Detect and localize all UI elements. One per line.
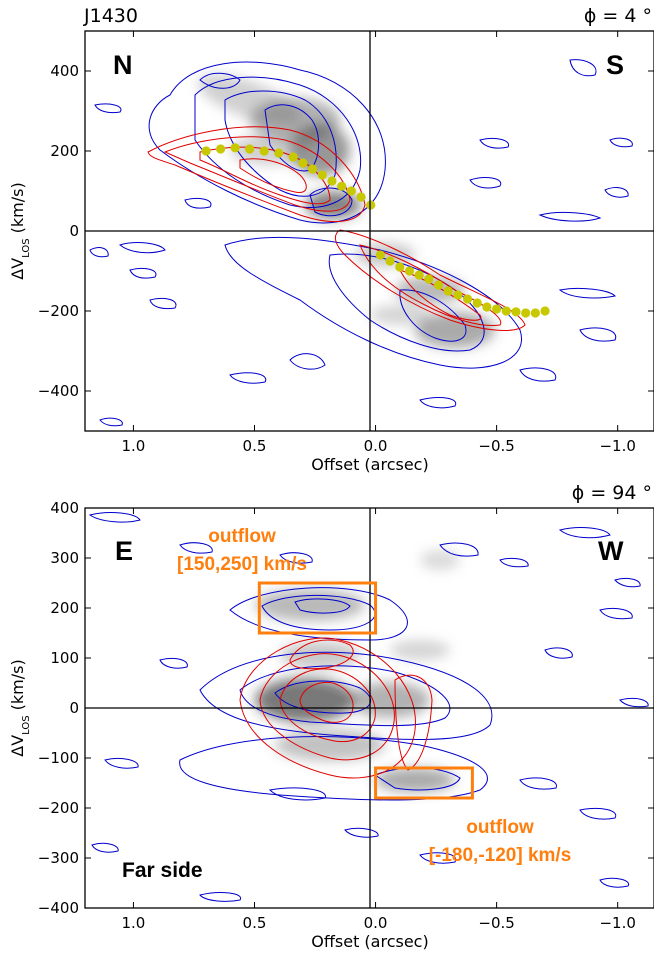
track-point — [482, 302, 492, 312]
track-point — [492, 304, 502, 314]
outflow-box-low — [374, 766, 474, 800]
outflow-high-label-line2: [150,250] km/s — [177, 554, 307, 575]
panel-top-x-tick-label: −0.5 — [478, 437, 514, 455]
panel-top-y-axis-subscript: LOS — [21, 238, 32, 257]
panel-bottom-corner-left: E — [115, 536, 133, 566]
panel-bottom-corner-right: W — [598, 536, 624, 566]
track-point — [298, 158, 308, 168]
panel-bottom-emission — [255, 550, 460, 792]
panel-bottom-y-tick-label: −200 — [38, 799, 79, 817]
track-point — [308, 164, 318, 174]
panel-top-emission — [197, 74, 495, 348]
track-point — [215, 144, 226, 154]
outflow-low-label-line1: outflow — [466, 817, 534, 838]
track-point — [404, 266, 415, 276]
track-point — [317, 170, 327, 180]
panel-top-ticks: 1.0 0.5 0.0 −0.5 −1.0 400 200 0 −200 −400 — [38, 31, 654, 455]
panel-bottom-y-tick-label: 200 — [50, 599, 79, 617]
panel-top-maps — [89, 59, 633, 427]
track-point — [424, 274, 434, 284]
panel-bottom-y-tick-label: −100 — [38, 749, 79, 767]
panel-bottom-y-tick-label: 0 — [69, 699, 79, 717]
track-point — [375, 250, 385, 260]
panel-bottom-x-tick-label: 0.5 — [243, 914, 267, 932]
panel-bottom-y-tick-label: 100 — [50, 649, 79, 667]
panel-bottom-y-axis-symbol: ΔV — [8, 735, 27, 757]
outflow-box-high — [257, 581, 378, 635]
panel-top-x-axis-label: Offset (arcsec) — [311, 455, 428, 474]
panel-top-x-tick-label: 0.5 — [243, 437, 267, 455]
track-point — [274, 148, 284, 158]
outflow-low-label-line2: [-180,-120] km/s — [429, 845, 572, 866]
track-point — [327, 176, 337, 186]
panel-top-track-points — [201, 143, 550, 318]
panel-top-angle: ϕ = 4 ° — [584, 5, 652, 27]
panel-top-y-tick-label: 0 — [69, 222, 79, 240]
track-point — [356, 192, 366, 202]
track-point — [414, 270, 424, 280]
panel-bottom: ϕ = 94 ° — [8, 482, 654, 951]
track-point — [201, 146, 211, 156]
panel-top-y-tick-label: −400 — [38, 382, 79, 400]
track-point — [385, 256, 395, 266]
panel-top-y-tick-label: 200 — [50, 142, 79, 160]
track-point — [259, 146, 269, 156]
panel-top-outer-contours — [89, 59, 633, 427]
track-point — [395, 262, 405, 272]
panel-top: J1430 ϕ = 4 ° — [8, 5, 654, 474]
track-point — [501, 306, 511, 316]
panel-top-corner-right: S — [606, 50, 624, 80]
panel-bottom-inner-contours — [239, 637, 433, 779]
panel-top-y-axis-symbol: ΔV — [8, 258, 27, 280]
far-side-label: Far side — [122, 859, 203, 882]
track-point — [288, 152, 298, 162]
panel-bottom-y-axis-label: ΔVLOS (km/s) — [8, 659, 32, 756]
panel-top-x-tick-label: 1.0 — [121, 437, 145, 455]
panel-bottom-ticks: 1.0 0.5 0.0 −0.5 −1.0 400 300 200 100 0 −100 −200 −3… — [38, 499, 654, 932]
track-point — [366, 200, 376, 210]
panel-bottom-x-tick-label: 1.0 — [121, 914, 145, 932]
panel-bottom-angle: ϕ = 94 ° — [572, 482, 652, 504]
panel-top-y-axis-label: ΔVLOS (km/s) — [8, 182, 32, 279]
track-point — [511, 307, 521, 317]
panel-bottom-x-tick-label: −0.5 — [478, 914, 514, 932]
panel-bottom-y-tick-label: −300 — [38, 849, 79, 867]
track-point — [337, 181, 347, 191]
panel-bottom-x-tick-label: −1.0 — [599, 914, 635, 932]
panel-top-y-tick-label: 400 — [50, 62, 79, 80]
panel-top-corner-left: N — [113, 50, 133, 80]
panel-top-x-tick-label: 0.0 — [364, 437, 388, 455]
panel-bottom-maps — [88, 512, 649, 902]
track-point — [540, 306, 550, 316]
track-point — [472, 298, 482, 308]
track-point — [230, 143, 240, 153]
panel-bottom-y-tick-label: 400 — [50, 499, 79, 517]
panel-bottom-x-axis-label: Offset (arcsec) — [311, 932, 428, 951]
track-point — [245, 144, 255, 154]
panel-bottom-y-axis-subscript: LOS — [21, 715, 32, 734]
panel-bottom-y-axis-unit: (km/s) — [8, 659, 27, 715]
panel-top-y-tick-label: −200 — [38, 302, 79, 320]
panel-top-y-axis-unit: (km/s) — [8, 182, 27, 238]
track-point — [433, 280, 444, 290]
outflow-high-label-line1: outflow — [208, 526, 276, 547]
track-point — [443, 286, 453, 296]
panel-top-x-tick-label: −1.0 — [599, 437, 635, 455]
track-point — [462, 294, 473, 304]
track-point — [530, 308, 540, 318]
panel-bottom-x-tick-label: 0.0 — [364, 914, 388, 932]
panel-bottom-y-tick-label: 300 — [50, 549, 79, 567]
track-point — [346, 186, 356, 196]
track-point — [521, 308, 531, 318]
panel-top-title: J1430 — [83, 5, 138, 27]
panel-bottom-y-tick-label: −400 — [38, 899, 79, 917]
track-point — [453, 290, 463, 300]
